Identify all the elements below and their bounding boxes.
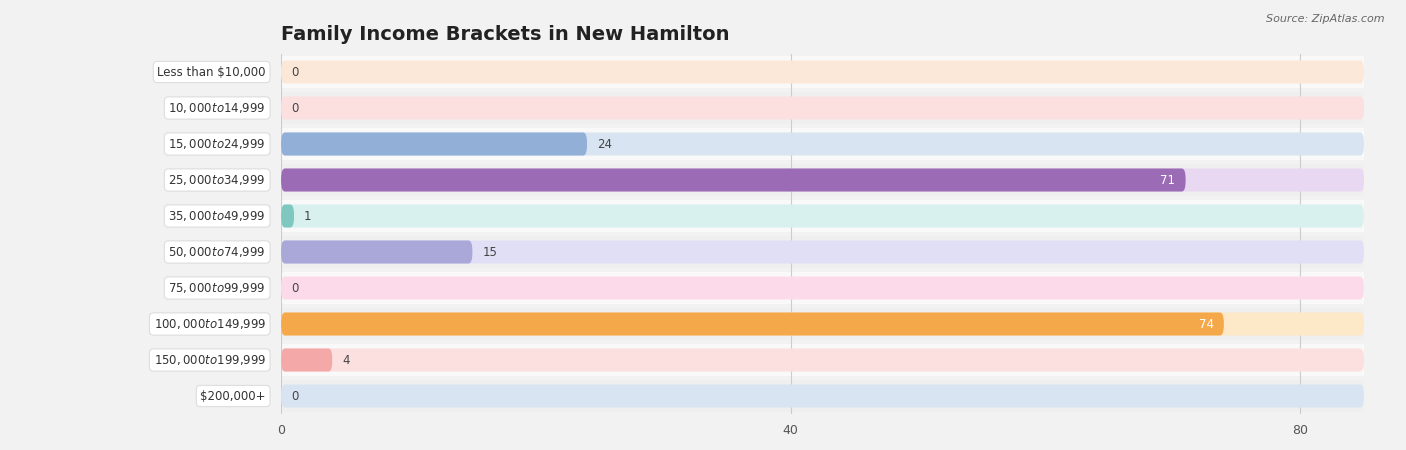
Bar: [281, 164, 1364, 196]
Text: Family Income Brackets in New Hamilton: Family Income Brackets in New Hamilton: [281, 25, 730, 44]
Text: 0: 0: [291, 390, 298, 402]
FancyBboxPatch shape: [281, 168, 1185, 192]
FancyBboxPatch shape: [281, 276, 1364, 300]
Text: $50,000 to $74,999: $50,000 to $74,999: [169, 245, 266, 259]
Text: $10,000 to $14,999: $10,000 to $14,999: [169, 101, 266, 115]
FancyBboxPatch shape: [281, 312, 1223, 336]
FancyBboxPatch shape: [281, 204, 1364, 228]
Bar: [281, 272, 1364, 304]
FancyBboxPatch shape: [281, 348, 332, 372]
Text: $150,000 to $199,999: $150,000 to $199,999: [153, 353, 266, 367]
Bar: [281, 344, 1364, 376]
FancyBboxPatch shape: [281, 204, 294, 228]
FancyBboxPatch shape: [281, 60, 1364, 84]
Bar: [281, 56, 1364, 88]
Bar: [281, 92, 1364, 124]
FancyBboxPatch shape: [281, 96, 1364, 120]
Text: 15: 15: [482, 246, 498, 258]
Bar: [281, 380, 1364, 412]
FancyBboxPatch shape: [281, 132, 588, 156]
Text: Source: ZipAtlas.com: Source: ZipAtlas.com: [1267, 14, 1385, 23]
FancyBboxPatch shape: [281, 348, 1364, 372]
Bar: [281, 236, 1364, 268]
Text: $15,000 to $24,999: $15,000 to $24,999: [169, 137, 266, 151]
Bar: [281, 200, 1364, 232]
Text: 1: 1: [304, 210, 312, 222]
Bar: [281, 308, 1364, 340]
Text: $100,000 to $149,999: $100,000 to $149,999: [153, 317, 266, 331]
Text: $25,000 to $34,999: $25,000 to $34,999: [169, 173, 266, 187]
FancyBboxPatch shape: [281, 312, 1364, 336]
FancyBboxPatch shape: [281, 240, 472, 264]
FancyBboxPatch shape: [281, 384, 1364, 408]
Text: 0: 0: [291, 102, 298, 114]
Text: 71: 71: [1160, 174, 1175, 186]
Text: 4: 4: [342, 354, 350, 366]
FancyBboxPatch shape: [281, 240, 1364, 264]
FancyBboxPatch shape: [281, 168, 1364, 192]
Text: 74: 74: [1198, 318, 1213, 330]
Text: 24: 24: [598, 138, 612, 150]
Bar: [281, 128, 1364, 160]
Text: Less than $10,000: Less than $10,000: [157, 66, 266, 78]
Text: $75,000 to $99,999: $75,000 to $99,999: [169, 281, 266, 295]
Text: $200,000+: $200,000+: [201, 390, 266, 402]
Text: $35,000 to $49,999: $35,000 to $49,999: [169, 209, 266, 223]
FancyBboxPatch shape: [281, 132, 1364, 156]
Text: 0: 0: [291, 66, 298, 78]
Text: 0: 0: [291, 282, 298, 294]
